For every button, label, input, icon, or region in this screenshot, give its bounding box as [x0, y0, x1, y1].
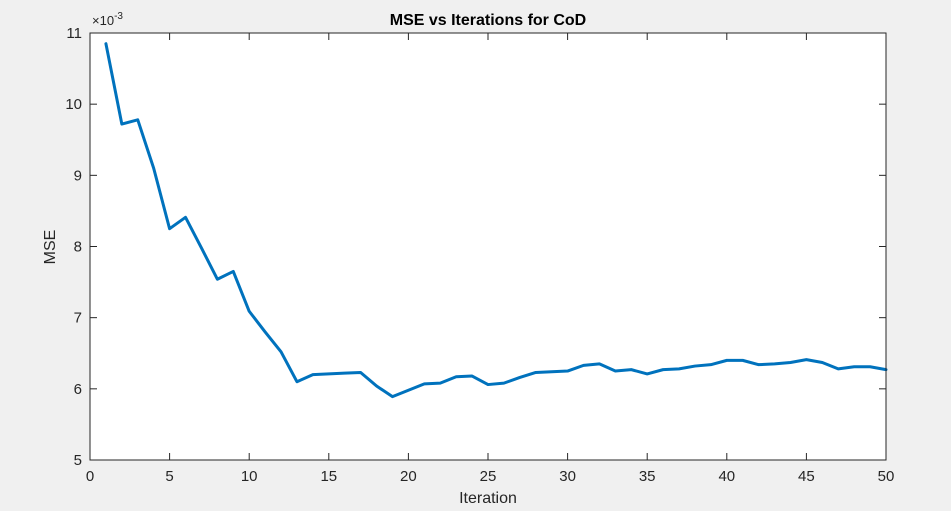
plot-area	[90, 33, 886, 460]
x-tick-label: 40	[718, 468, 735, 485]
x-tick-label: 20	[400, 468, 417, 485]
y-axis-label: MSE	[42, 230, 59, 265]
y-exponent-label: ×10-3	[92, 11, 123, 28]
x-tick-label: 30	[559, 468, 576, 485]
y-tick-label: 8	[74, 239, 82, 256]
plot-frame	[89, 32, 887, 461]
x-tick-label: 10	[241, 468, 258, 485]
y-exponent-power: -3	[114, 11, 123, 22]
x-axis-label: Iteration	[459, 490, 517, 507]
y-tick-label: 6	[74, 381, 82, 398]
x-tick-label: 15	[320, 468, 337, 485]
y-tick-label: 5	[74, 452, 82, 469]
x-tick-label: 5	[165, 468, 173, 485]
x-tick-label: 45	[798, 468, 815, 485]
x-tick-label: 0	[86, 468, 94, 485]
mse-line	[104, 42, 888, 399]
y-tick-label: 11	[66, 25, 82, 42]
y-tick-label: 9	[74, 167, 82, 184]
y-tick-label: 10	[65, 96, 82, 113]
y-tick-label: 7	[74, 310, 82, 327]
chart-title: MSE vs Iterations for CoD	[390, 12, 586, 29]
series-layer	[104, 42, 888, 399]
x-tick-label: 50	[878, 468, 895, 485]
y-exponent-base: ×10	[92, 13, 114, 28]
x-tick-label: 25	[480, 468, 497, 485]
x-tick-label: 35	[639, 468, 656, 485]
